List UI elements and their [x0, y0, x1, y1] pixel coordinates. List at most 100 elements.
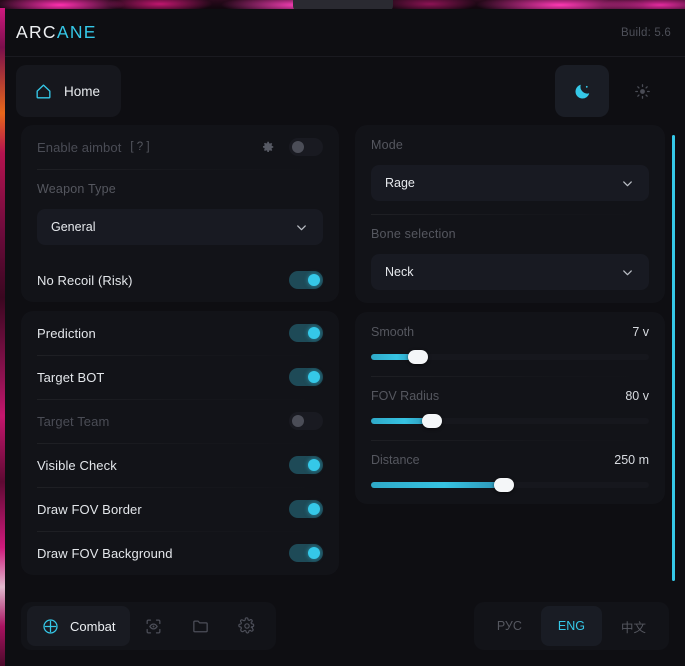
slider-handle[interactable] [422, 414, 443, 428]
scrollbar-thumb[interactable] [672, 135, 675, 581]
footer-tabs: Combat [21, 602, 276, 650]
slider-fill [371, 418, 433, 424]
nav-tab-home[interactable]: Home [16, 65, 121, 117]
slider-header: Distance 250 m [371, 453, 649, 467]
option-toggle[interactable] [289, 368, 323, 386]
slider-track[interactable] [371, 414, 649, 428]
mode-select[interactable]: Rage [371, 165, 649, 201]
option-toggle[interactable] [289, 412, 323, 430]
toggle-knob [308, 459, 320, 471]
option-label: Visible Check [37, 457, 117, 473]
slider-track[interactable] [371, 478, 649, 492]
moon-icon [573, 82, 592, 101]
app-header: ARCANE Build: 5.6 [5, 9, 685, 57]
gear-icon[interactable] [261, 140, 275, 154]
weapon-type-select[interactable]: General [37, 209, 323, 245]
toggle-knob [308, 274, 320, 286]
card-mode: Mode Rage Bone selection Neck [355, 125, 665, 303]
mode-value: Rage [385, 176, 415, 190]
build-version-label: Build: 5.6 [621, 26, 671, 39]
app-logo: ARCANE [16, 22, 97, 43]
slider-fill [371, 482, 505, 488]
footer-tab-combat[interactable]: Combat [27, 606, 130, 646]
crosshair-icon [41, 617, 60, 636]
row-option: Draw FOV Border [37, 487, 323, 531]
language-button[interactable]: ENG [540, 606, 602, 646]
row-option: Target Team [37, 399, 323, 443]
toggle-knob [308, 503, 320, 515]
slider-label: FOV Radius [371, 389, 440, 403]
footer-tab-combat-label: Combat [70, 618, 116, 634]
language-switcher: РУС ENG 中文 [473, 602, 669, 650]
language-button[interactable]: РУС [496, 619, 522, 633]
folder-icon [191, 617, 210, 636]
card-sliders: Smooth 7 v FOV Radius 80 v Distance 250 m [355, 312, 665, 504]
nav-bar: Home [5, 57, 685, 125]
row-option: Draw FOV Background [37, 531, 323, 575]
footer-tab-visuals[interactable] [130, 606, 177, 646]
row-option: Target BOT [37, 355, 323, 399]
slider-handle[interactable] [408, 350, 429, 364]
wallpaper-glow-left [0, 8, 5, 666]
option-label: Draw FOV Border [37, 501, 142, 517]
mode-label: Mode [371, 138, 404, 152]
chevron-down-icon [620, 265, 635, 280]
chevron-down-icon [620, 176, 635, 191]
row-option: Visible Check [37, 443, 323, 487]
settings-body: Enable aimbot [ ? ] [5, 125, 685, 591]
toggle-knob [292, 141, 304, 153]
slider-header: FOV Radius 80 v [371, 389, 649, 403]
nav-tab-home-label: Home [64, 83, 101, 99]
option-toggle[interactable] [289, 456, 323, 474]
bone-selection-select[interactable]: Neck [371, 254, 649, 290]
toggle-knob [292, 415, 304, 427]
logo-text-primary: ARC [16, 22, 57, 42]
bone-selection-value: Neck [385, 265, 414, 279]
slider-handle[interactable] [494, 478, 515, 492]
home-icon [34, 82, 53, 101]
row-enable-aimbot: Enable aimbot [ ? ] [37, 125, 323, 169]
weapon-type-label: Weapon Type [37, 182, 116, 196]
right-panel-scrollbar[interactable] [672, 135, 675, 581]
footer-tab-configs[interactable] [177, 606, 224, 646]
no-recoil-toggle[interactable] [289, 271, 323, 289]
slider-fill [371, 354, 419, 360]
theme-dark-button[interactable] [555, 65, 609, 117]
slider-value: 7 v [632, 325, 649, 339]
theme-light-button[interactable] [615, 65, 669, 117]
slider-block: Smooth 7 v [371, 312, 649, 376]
row-option: Prediction [37, 311, 323, 355]
option-toggle[interactable] [289, 544, 323, 562]
weapon-type-value: General [51, 220, 96, 234]
slider-label: Distance [371, 453, 420, 467]
gear-icon [237, 617, 256, 635]
card-aimbot-options: Prediction Target BOT Target Team Visible C… [21, 311, 339, 575]
option-toggle[interactable] [289, 500, 323, 518]
toggle-knob [308, 371, 320, 383]
left-column: Enable aimbot [ ? ] [21, 125, 339, 591]
language-button[interactable]: 中文 [620, 620, 646, 635]
slider-header: Smooth 7 v [371, 325, 649, 339]
footer-bar: Combat [5, 591, 685, 661]
enable-aimbot-toggle[interactable] [289, 138, 323, 156]
window-notch [293, 0, 393, 11]
footer-tab-settings[interactable] [224, 606, 270, 646]
toggle-knob [308, 547, 320, 559]
no-recoil-label: No Recoil (Risk) [37, 272, 133, 288]
option-label: Draw FOV Background [37, 545, 173, 561]
sun-icon [634, 83, 651, 100]
esp-eye-icon [144, 617, 163, 636]
slider-value: 80 v [625, 389, 649, 403]
slider-track[interactable] [371, 350, 649, 364]
slider-block: FOV Radius 80 v [371, 376, 649, 440]
option-label: Prediction [37, 325, 96, 341]
card-aimbot: Enable aimbot [ ? ] [21, 125, 339, 302]
theme-switcher [555, 65, 669, 117]
option-toggle[interactable] [289, 324, 323, 342]
enable-aimbot-help-hint[interactable]: [ ? ] [130, 141, 150, 153]
field-weapon-type: Weapon Type General [37, 169, 323, 258]
row-no-recoil: No Recoil (Risk) [37, 258, 323, 302]
main-window: ARCANE Build: 5.6 Home [5, 9, 685, 666]
bone-selection-label: Bone selection [371, 227, 456, 241]
